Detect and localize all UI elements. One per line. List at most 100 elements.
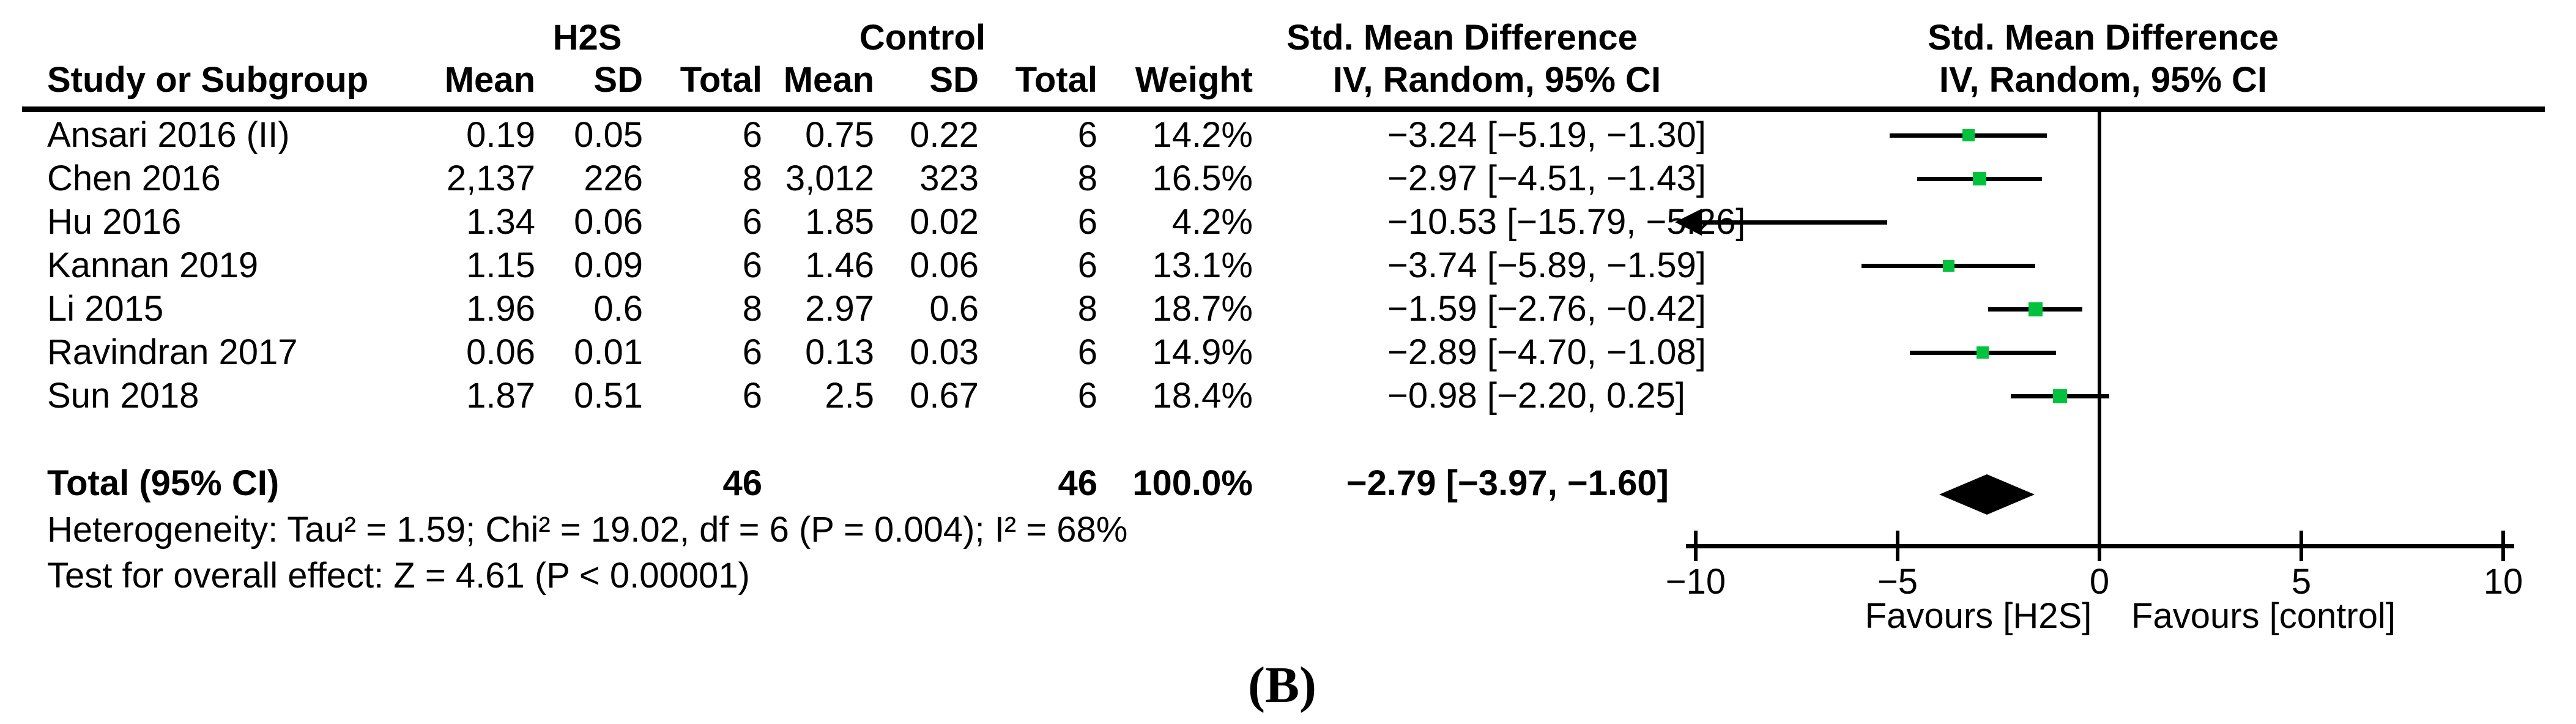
col-header-ctrl-mean: Mean: [783, 60, 874, 100]
figure-caption: (B): [1248, 657, 1316, 714]
row-h2s_total: 6: [742, 376, 762, 416]
row-name: Hu 2016: [47, 202, 182, 242]
col-header-h2s-sd: SD: [593, 60, 643, 100]
row-h2s_total: 6: [742, 115, 762, 155]
row-ctrl_sd: 0.03: [910, 332, 979, 372]
row-weight: 14.9%: [1152, 332, 1253, 372]
row-ctrl_sd: 0.6: [929, 289, 979, 329]
row-ctrl_sd: 0.67: [910, 376, 979, 416]
smd-header-plot-col: Std. Mean Difference: [1928, 18, 2279, 58]
total-label: Total (95% CI): [47, 463, 280, 503]
point-estimate-square: [2052, 389, 2067, 403]
row-h2s_total: 6: [742, 202, 762, 242]
row-ctrl_sd: 0.06: [910, 245, 979, 285]
col-header-method-plot: IV, Random, 95% CI: [1939, 60, 2268, 100]
group-header-control: Control: [859, 18, 986, 58]
row-ctrl_mean: 2.5: [825, 376, 874, 416]
point-estimate-square: [1942, 259, 1954, 272]
row-ci_text: −3.74 [−5.89, −1.59]: [1387, 245, 1706, 285]
row-weight: 18.4%: [1152, 376, 1253, 416]
col-header-study: Study or Subgroup: [47, 60, 369, 100]
row-ctrl_total: 6: [1077, 376, 1097, 416]
row-h2s_sd: 0.09: [574, 245, 643, 285]
row-h2s_sd: 226: [584, 159, 643, 198]
point-estimate-square: [2028, 302, 2043, 316]
row-h2s_total: 6: [742, 245, 762, 285]
overall-effect-diamond: [1939, 474, 2035, 515]
point-estimate-square: [1977, 346, 1989, 359]
overall-effect-note: Test for overall effect: Z = 4.61 (P < 0…: [47, 556, 750, 595]
row-h2s_sd: 0.6: [593, 289, 643, 329]
row-h2s_sd: 0.05: [574, 115, 643, 155]
row-name: Kannan 2019: [47, 245, 259, 285]
row-h2s_mean: 0.06: [466, 332, 535, 372]
row-ctrl_total: 8: [1077, 289, 1097, 329]
row-ctrl_mean: 0.13: [805, 332, 874, 372]
row-weight: 14.2%: [1152, 115, 1253, 155]
row-h2s_sd: 0.01: [574, 332, 643, 372]
row-ctrl_mean: 1.46: [805, 245, 874, 285]
row-h2s_mean: 1.87: [466, 376, 535, 416]
zero-reference-line: [2098, 109, 2101, 546]
row-h2s_total: 8: [742, 289, 762, 329]
axis-tick-label: −10: [1665, 562, 1726, 602]
col-header-method-text: IV, Random, 95% CI: [1332, 60, 1661, 100]
total-weight: 100.0%: [1132, 463, 1253, 503]
point-estimate-square: [1962, 129, 1975, 141]
row-ci_text: −3.24 [−5.19, −1.30]: [1387, 115, 1706, 155]
col-header-weight: Weight: [1135, 60, 1253, 100]
row-ctrl_total: 6: [1077, 202, 1097, 242]
row-ctrl_mean: 1.85: [805, 202, 874, 242]
axis-tick: [1896, 531, 1899, 561]
row-name: Li 2015: [47, 289, 164, 329]
row-ctrl_mean: 0.75: [805, 115, 874, 155]
row-h2s_sd: 0.06: [574, 202, 643, 242]
axis-tick: [2098, 531, 2101, 561]
row-h2s_mean: 0.19: [466, 115, 535, 155]
col-header-h2s-total: Total: [680, 60, 762, 100]
total-h2s-n: 46: [722, 463, 762, 503]
smd-header-text-col: Std. Mean Difference: [1286, 18, 1638, 58]
row-ci_text: −2.89 [−4.70, −1.08]: [1387, 332, 1706, 372]
col-header-ctrl-sd: SD: [929, 60, 979, 100]
row-ci_text: −2.97 [−4.51, −1.43]: [1387, 159, 1706, 198]
point-estimate-square: [1972, 172, 1986, 185]
row-ci_text: −0.98 [−2.20, 0.25]: [1387, 376, 1685, 416]
row-h2s_mean: 1.96: [466, 289, 535, 329]
axis-tick-label: 10: [2483, 562, 2523, 602]
row-ctrl_total: 6: [1077, 115, 1097, 155]
row-ctrl_total: 6: [1077, 245, 1097, 285]
axis-tick-label: 0: [2089, 562, 2110, 602]
row-ctrl_sd: 0.22: [910, 115, 979, 155]
row-name: Chen 2016: [47, 159, 221, 198]
total-control-n: 46: [1058, 463, 1097, 503]
row-weight: 18.7%: [1152, 289, 1253, 329]
row-name: Sun 2018: [47, 376, 199, 416]
row-ci_text: −1.59 [−2.76, −0.42]: [1387, 289, 1706, 329]
col-header-h2s-mean: Mean: [444, 60, 535, 100]
header-divider-line: [22, 106, 2545, 112]
row-weight: 13.1%: [1152, 245, 1253, 285]
axis-tick-label: 5: [2291, 562, 2312, 602]
ci-arrow-left-icon: [1675, 209, 1702, 236]
row-h2s_total: 8: [742, 159, 762, 198]
favours-left-label: Favours [H2S]: [1865, 596, 2092, 636]
ci-line: [1702, 220, 1887, 225]
axis-tick: [2501, 531, 2505, 561]
row-h2s_total: 6: [742, 332, 762, 372]
row-ctrl_sd: 323: [919, 159, 979, 198]
axis-tick: [1694, 531, 1698, 561]
row-h2s_mean: 1.34: [466, 202, 535, 242]
row-name: Ansari 2016 (II): [47, 115, 290, 155]
row-ci_text: −10.53 [−15.79, −5.26]: [1387, 202, 1746, 242]
row-h2s_mean: 2,137: [446, 159, 535, 198]
favours-right-label: Favours [control]: [2131, 596, 2396, 636]
row-ctrl_sd: 0.02: [910, 202, 979, 242]
row-h2s_sd: 0.51: [574, 376, 643, 416]
axis-tick-label: −5: [1877, 562, 1918, 602]
heterogeneity-note: Heterogeneity: Tau² = 1.59; Chi² = 19.02…: [47, 510, 1128, 550]
row-ctrl_total: 8: [1077, 159, 1097, 198]
row-weight: 4.2%: [1171, 202, 1253, 242]
col-header-ctrl-total: Total: [1015, 60, 1097, 100]
